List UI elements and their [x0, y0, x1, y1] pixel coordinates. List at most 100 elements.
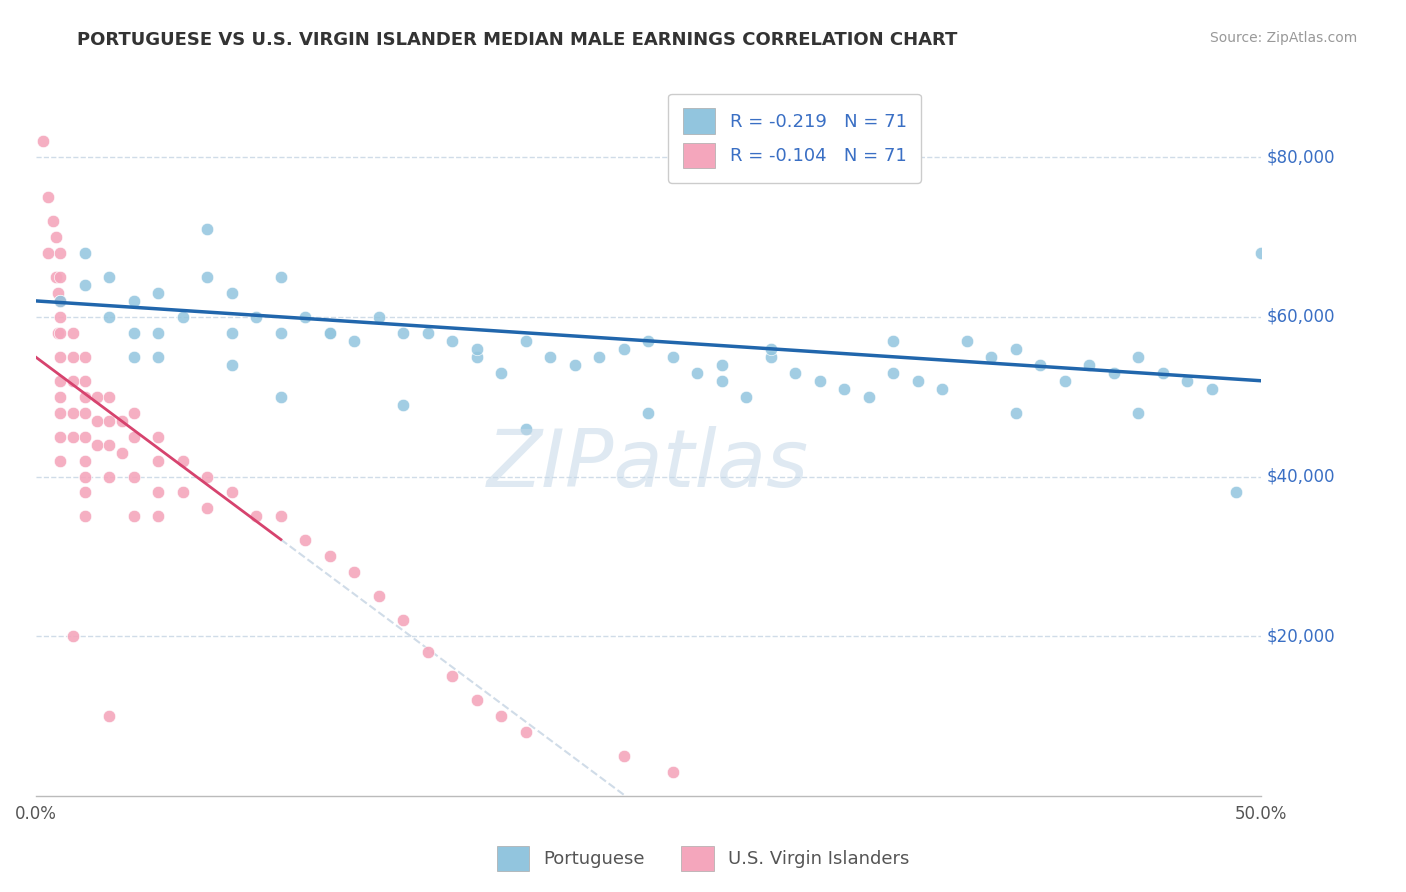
Point	[62, 406, 84, 420]
Point	[148, 350, 170, 364]
Point	[1053, 374, 1076, 388]
Point	[37, 246, 59, 260]
Point	[515, 422, 537, 436]
Point	[46, 285, 69, 300]
Point	[1175, 374, 1198, 388]
Point	[73, 277, 96, 292]
Point	[122, 293, 145, 308]
Point	[637, 334, 659, 348]
Point	[491, 366, 513, 380]
Point	[62, 629, 84, 643]
Point	[172, 485, 194, 500]
Point	[1029, 358, 1052, 372]
Point	[1004, 406, 1026, 420]
Point	[686, 366, 709, 380]
Point	[122, 429, 145, 443]
Point	[465, 350, 488, 364]
Point	[86, 437, 108, 451]
Point	[662, 764, 685, 779]
Point	[49, 270, 72, 285]
Point	[62, 326, 84, 340]
Point	[319, 326, 342, 340]
Point	[122, 469, 145, 483]
Point	[1102, 366, 1125, 380]
Point	[858, 390, 880, 404]
Point	[1078, 358, 1101, 372]
Point	[710, 374, 733, 388]
Point	[538, 350, 561, 364]
Point	[1201, 382, 1223, 396]
Text: Source: ZipAtlas.com: Source: ZipAtlas.com	[1209, 31, 1357, 45]
Point	[710, 358, 733, 372]
Point	[122, 326, 145, 340]
Point	[613, 748, 636, 763]
Point	[931, 382, 953, 396]
Point	[111, 445, 134, 459]
Point	[491, 709, 513, 723]
Point	[73, 485, 96, 500]
Point	[294, 533, 316, 548]
Point	[294, 310, 316, 324]
Point	[172, 310, 194, 324]
Point	[49, 350, 72, 364]
Point	[62, 374, 84, 388]
Point	[197, 501, 219, 516]
Point	[73, 374, 96, 388]
Point	[197, 222, 219, 236]
Point	[221, 326, 243, 340]
Point	[122, 350, 145, 364]
Point	[759, 350, 782, 364]
Point	[148, 509, 170, 524]
Point	[735, 390, 758, 404]
Point	[980, 350, 1002, 364]
Point	[392, 398, 415, 412]
Point	[111, 414, 134, 428]
Point	[564, 358, 586, 372]
Point	[956, 334, 979, 348]
Point	[148, 453, 170, 467]
Point	[245, 310, 267, 324]
Point	[73, 390, 96, 404]
Point	[32, 134, 55, 148]
Text: ZIPatlas: ZIPatlas	[488, 426, 810, 504]
Point	[245, 509, 267, 524]
Point	[46, 326, 69, 340]
Point	[515, 334, 537, 348]
Point	[44, 230, 66, 244]
Point	[98, 310, 121, 324]
Point	[1004, 342, 1026, 356]
Point	[86, 390, 108, 404]
Text: PORTUGUESE VS U.S. VIRGIN ISLANDER MEDIAN MALE EARNINGS CORRELATION CHART: PORTUGUESE VS U.S. VIRGIN ISLANDER MEDIA…	[77, 31, 957, 49]
Point	[319, 549, 342, 564]
Point	[172, 453, 194, 467]
Point	[270, 270, 292, 285]
Point	[98, 414, 121, 428]
Point	[221, 358, 243, 372]
Point	[1250, 246, 1272, 260]
Point	[221, 485, 243, 500]
Point	[785, 366, 807, 380]
Point	[98, 709, 121, 723]
Point	[270, 326, 292, 340]
Legend: Portuguese, U.S. Virgin Islanders: Portuguese, U.S. Virgin Islanders	[489, 838, 917, 879]
Point	[367, 310, 389, 324]
Point	[98, 437, 121, 451]
Point	[49, 429, 72, 443]
Point	[367, 589, 389, 603]
Point	[465, 693, 488, 707]
Point	[416, 645, 439, 659]
Point	[197, 270, 219, 285]
Point	[49, 406, 72, 420]
Point	[49, 453, 72, 467]
Point	[73, 350, 96, 364]
Point	[221, 285, 243, 300]
Point	[515, 725, 537, 739]
Point	[73, 453, 96, 467]
Point	[49, 293, 72, 308]
Text: $80,000: $80,000	[1267, 148, 1336, 166]
Point	[759, 342, 782, 356]
Point	[416, 326, 439, 340]
Point	[62, 429, 84, 443]
Point	[392, 326, 415, 340]
Point	[62, 350, 84, 364]
